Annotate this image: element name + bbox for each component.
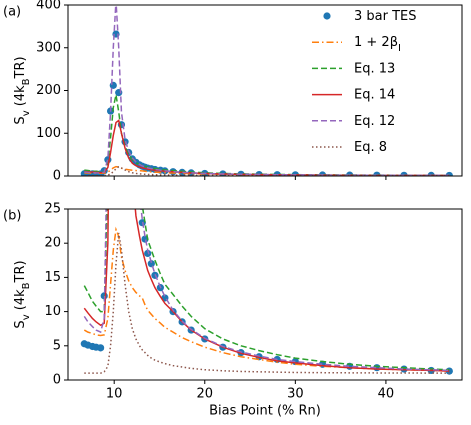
y-axis-label-part: TR) — [13, 260, 28, 283]
x-tick-label: 20 — [196, 387, 213, 402]
y-tick-label: 0 — [53, 373, 61, 388]
series-line — [83, 209, 450, 372]
legend-label-part: Eq. 12 — [354, 113, 395, 128]
y-axis-label-part: (4k — [13, 85, 28, 110]
x-tick-label: 40 — [378, 387, 395, 402]
y-axis-label: Sv (4kBTR) — [13, 260, 32, 328]
legend-label: Eq. 8 — [354, 140, 387, 155]
data-point — [147, 260, 155, 268]
y-tick-label: 300 — [36, 40, 61, 55]
y-axis-label-part: TR) — [13, 56, 28, 79]
y-tick-label: 400 — [36, 0, 61, 13]
plot-area — [80, 5, 453, 176]
y-tick-label: 0 — [53, 169, 61, 184]
y-tick-label: 20 — [44, 236, 61, 251]
legend-label: Eq. 14 — [354, 87, 395, 102]
y-tick-label: 5 — [53, 338, 61, 353]
legend-label: Eq. 12 — [354, 113, 395, 128]
data-point — [136, 199, 143, 206]
y-axis-label-part: B — [21, 78, 32, 85]
data-point — [125, 0, 132, 7]
data-point — [151, 165, 159, 174]
x-tick-label: 30 — [287, 387, 304, 402]
y-tick-label: 10 — [44, 304, 61, 319]
y-axis-label-part: B — [21, 282, 32, 289]
y-tick-label: 15 — [44, 270, 61, 285]
legend-label-part: 3 bar TES — [354, 9, 417, 24]
y-axis-label-part: S — [13, 116, 28, 124]
series-line — [84, 232, 450, 374]
y-axis-label-part: v — [21, 314, 32, 320]
legend-label-part: I — [398, 43, 401, 54]
y-tick-label: 200 — [36, 83, 61, 98]
data-point — [97, 344, 105, 352]
y-tick-label: 100 — [36, 126, 61, 141]
data-point — [109, 81, 117, 89]
legend-label: 1 + 2βI — [354, 35, 401, 54]
legend-label-part: 1 + 2β — [354, 35, 398, 50]
y-axis-label-part: v — [21, 110, 32, 116]
series-line — [84, 5, 450, 176]
axes-frame — [67, 4, 463, 177]
legend-label: Eq. 13 — [354, 61, 395, 76]
legend-marker — [323, 12, 331, 20]
series-line — [83, 209, 450, 372]
legend-label-part: Eq. 13 — [354, 61, 395, 76]
panel-label: (b) — [3, 209, 21, 224]
axes-frame — [67, 208, 463, 381]
plot-area — [80, 0, 453, 375]
x-tick-label: 10 — [106, 387, 123, 402]
series-line — [84, 119, 450, 176]
series-line — [83, 209, 450, 371]
legend-label-part: Eq. 14 — [354, 87, 395, 102]
x-axis-label: Bias Point (% Rn) — [209, 404, 321, 419]
legend-label-part: Eq. 8 — [354, 140, 387, 155]
legend-label: 3 bar TES — [354, 9, 417, 24]
y-axis-label-part: S — [13, 320, 28, 328]
y-tick-label: 25 — [44, 202, 61, 217]
y-axis-label: Sv (4kBTR) — [13, 56, 32, 124]
data-point — [129, 103, 136, 110]
y-axis-label-part: (4k — [13, 289, 28, 314]
panel-label: (a) — [3, 5, 21, 20]
data-point — [144, 249, 152, 258]
series-line — [83, 226, 450, 372]
